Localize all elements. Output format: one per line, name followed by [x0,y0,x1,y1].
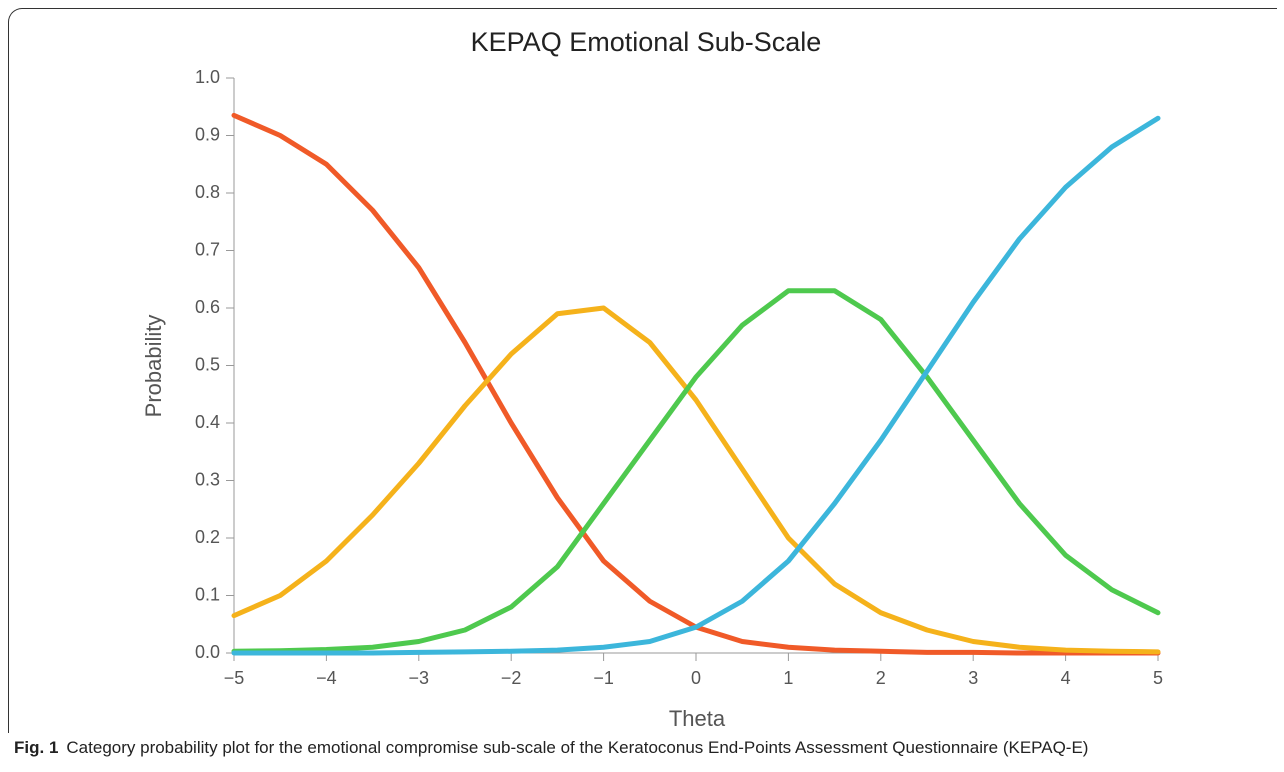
x-tick-label: 1 [783,668,793,688]
x-tick-label: 0 [691,668,701,688]
series-line [231,288,1161,654]
y-tick-label: 0.3 [195,469,220,489]
y-tick-label: 1.0 [195,67,220,87]
x-tick-label: −5 [224,668,245,688]
series-line [231,115,1161,656]
series-line [231,305,1161,655]
caption-text: Category probability plot for the emotio… [66,738,1089,757]
y-tick-label: 0.7 [195,239,220,259]
x-tick-label: 5 [1153,668,1163,688]
x-tick-label: −3 [409,668,430,688]
y-tick-label: 0.8 [195,182,220,202]
x-axis-label: Theta [669,706,726,730]
y-tick-label: 0.4 [195,412,220,432]
x-tick-label: −2 [501,668,522,688]
x-tick-label: −4 [316,668,337,688]
y-tick-label: 0.2 [195,527,220,547]
series-line [231,112,1161,656]
y-tick-label: 0.0 [195,642,220,662]
y-tick-label: 0.6 [195,297,220,317]
y-tick-label: 0.9 [195,124,220,144]
y-axis-label: Probability [141,315,166,418]
chart: KEPAQ Emotional Sub-Scale Theta Probabil… [141,27,1163,730]
chart-title: KEPAQ Emotional Sub-Scale [471,27,822,57]
x-tick-label: 3 [968,668,978,688]
x-tick-label: −1 [593,668,614,688]
caption-label: Fig. 1 [14,738,59,757]
x-tick-label: 2 [876,668,886,688]
x-tick-label: 4 [1061,668,1071,688]
caption: Fig. 1 Category probability plot for the … [14,738,1088,758]
y-tick-label: 0.5 [195,354,220,374]
y-tick-label: 0.1 [195,584,220,604]
figure-frame [8,8,1277,733]
